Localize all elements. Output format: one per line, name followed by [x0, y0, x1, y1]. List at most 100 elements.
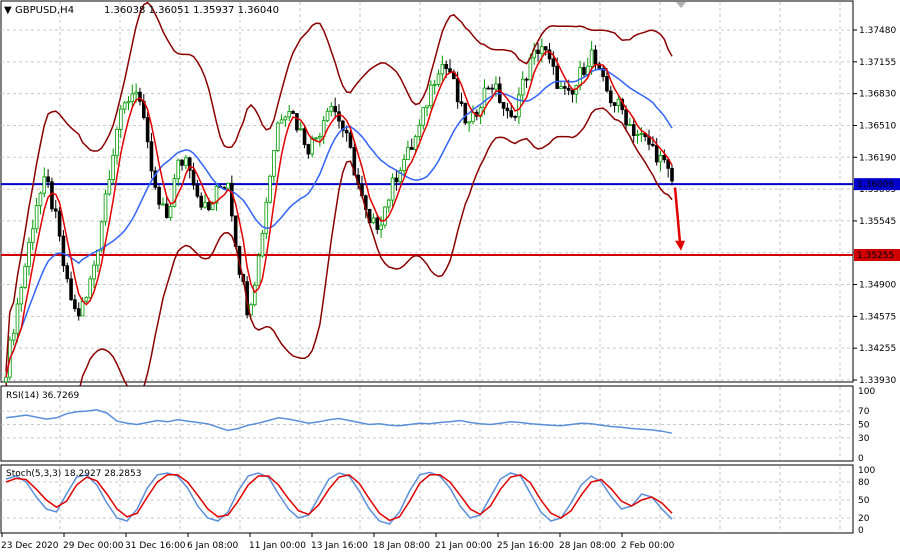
candle-body[interactable]: [46, 176, 50, 183]
candle-body[interactable]: [122, 102, 127, 110]
candle-body[interactable]: [509, 110, 514, 117]
candle-body[interactable]: [287, 111, 292, 118]
candle-body[interactable]: [517, 94, 521, 118]
candle-body[interactable]: [608, 90, 613, 104]
candle-body[interactable]: [662, 155, 667, 161]
candle-body[interactable]: [306, 144, 311, 155]
candle-body[interactable]: [436, 73, 441, 85]
candle-body[interactable]: [92, 264, 96, 280]
candle-body[interactable]: [153, 170, 158, 188]
rsi-pane[interactable]: 100 70 50 30 0: [0, 385, 875, 464]
candle-body[interactable]: [490, 87, 494, 90]
candle-body[interactable]: [76, 308, 81, 317]
candle-body[interactable]: [252, 284, 257, 306]
candle-body[interactable]: [23, 265, 27, 288]
candle-body[interactable]: [612, 102, 617, 107]
candle-body[interactable]: [440, 63, 445, 75]
candle-body[interactable]: [272, 150, 276, 177]
candle-body[interactable]: [390, 177, 395, 201]
candle-body[interactable]: [69, 278, 73, 301]
candle-body[interactable]: [168, 206, 173, 218]
candle-body[interactable]: [180, 159, 184, 166]
candle-body[interactable]: [566, 87, 571, 91]
candle-body[interactable]: [149, 141, 154, 172]
candle-body[interactable]: [543, 46, 548, 51]
candle-body[interactable]: [329, 106, 334, 112]
candle-body[interactable]: [145, 117, 150, 143]
candle-body[interactable]: [103, 193, 108, 223]
candle-body[interactable]: [157, 186, 161, 205]
candle-body[interactable]: [337, 111, 341, 122]
candle-body[interactable]: [540, 46, 544, 54]
candle-body[interactable]: [4, 376, 8, 383]
candle-body[interactable]: [134, 91, 138, 95]
candle-body[interactable]: [161, 203, 165, 206]
candle-body[interactable]: [666, 159, 670, 169]
candle-body[interactable]: [275, 122, 280, 151]
candle-body[interactable]: [467, 121, 471, 124]
candle-body[interactable]: [30, 228, 35, 243]
candle-body[interactable]: [298, 128, 303, 131]
candle-body[interactable]: [494, 83, 498, 90]
candle-body[interactable]: [42, 176, 47, 194]
chart-shift-triangle-icon[interactable]: [676, 2, 686, 8]
candle-body[interactable]: [310, 137, 315, 155]
candle-body[interactable]: [27, 242, 31, 267]
candle-body[interactable]: [524, 78, 529, 81]
candle-body[interactable]: [551, 58, 556, 67]
candle-body[interactable]: [482, 87, 487, 109]
candle-body[interactable]: [107, 179, 112, 195]
candle-body[interactable]: [199, 195, 204, 208]
candle-body[interactable]: [570, 89, 575, 95]
main-price-pane[interactable]: 1.374801.371551.368301.365101.361901.358…: [0, 0, 900, 413]
candle-body[interactable]: [463, 103, 468, 124]
candle-body[interactable]: [444, 63, 448, 70]
candle-body[interactable]: [417, 124, 422, 138]
candle-body[interactable]: [15, 303, 20, 334]
dropdown-triangle-icon[interactable]: ▼: [4, 5, 12, 16]
candle-body[interactable]: [628, 124, 632, 126]
candle-body[interactable]: [352, 147, 357, 176]
candle-body[interactable]: [601, 68, 605, 77]
candle-body[interactable]: [455, 78, 460, 103]
candle-body[interactable]: [256, 255, 261, 286]
candle-body[interactable]: [130, 93, 135, 102]
candle-body[interactable]: [432, 84, 437, 86]
candle-body[interactable]: [268, 175, 272, 203]
candle-body[interactable]: [406, 147, 410, 160]
candle-body[interactable]: [302, 128, 307, 145]
candle-body[interactable]: [264, 201, 269, 234]
candle-body[interactable]: [582, 67, 586, 75]
candle-body[interactable]: [318, 135, 322, 139]
candle-body[interactable]: [187, 157, 192, 171]
candle-body[interactable]: [448, 68, 452, 73]
candle-body[interactable]: [84, 297, 89, 302]
candle-body[interactable]: [19, 286, 24, 305]
candle-body[interactable]: [191, 169, 196, 186]
candle-body[interactable]: [605, 76, 609, 92]
candle-body[interactable]: [11, 332, 16, 341]
candle-body[interactable]: [348, 132, 353, 148]
candle-body[interactable]: [279, 119, 284, 124]
candle-body[interactable]: [616, 98, 621, 107]
candle-body[interactable]: [563, 86, 567, 89]
candle-body[interactable]: [65, 265, 70, 280]
candle-body[interactable]: [635, 134, 640, 136]
candle-body[interactable]: [536, 49, 540, 54]
candle-body[interactable]: [119, 108, 123, 130]
candle-body[interactable]: [184, 157, 188, 166]
candle-body[interactable]: [398, 170, 403, 183]
candle-body[interactable]: [325, 110, 330, 122]
candle-body[interactable]: [344, 129, 349, 134]
candle-body[interactable]: [505, 107, 510, 112]
candle-body[interactable]: [593, 49, 598, 65]
candle-body[interactable]: [34, 205, 39, 230]
candle-body[interactable]: [654, 145, 659, 163]
stochastic-pane[interactable]: 100 80 50 20 0: [0, 464, 875, 536]
candle-body[interactable]: [670, 167, 674, 182]
candle-body[interactable]: [409, 147, 414, 150]
candle-body[interactable]: [126, 101, 131, 104]
candle-body[interactable]: [501, 102, 506, 109]
candle-body[interactable]: [260, 232, 265, 257]
candle-body[interactable]: [291, 111, 295, 114]
